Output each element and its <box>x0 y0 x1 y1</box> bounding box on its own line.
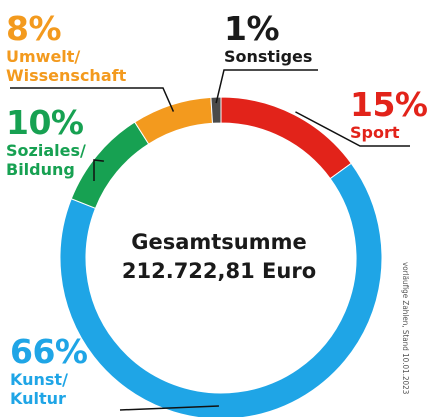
label-umwelt: 8% Umwelt/ Wissenschaft <box>6 12 126 85</box>
soziales-name-line1: Soziales/ <box>6 141 86 160</box>
footnote: vorläufige Zahlen, Stand 10.01.2023 <box>401 262 410 395</box>
leader-line-kunst <box>119 405 219 411</box>
slices-group <box>59 96 383 417</box>
kunst-percent: 66% <box>10 332 88 371</box>
leader-line-umwelt <box>10 87 175 112</box>
leader-lines-group <box>10 69 410 411</box>
umwelt-percent: 8% <box>6 9 62 48</box>
center-title: Gesamtsumme <box>131 230 307 254</box>
soziales-name-line2: Bildung <box>6 160 75 179</box>
center-amount: 212.722,81 Euro <box>121 259 317 283</box>
sonstiges-name: Sonstiges <box>224 47 313 66</box>
sport-name: Sport <box>350 123 400 142</box>
slice-umwelt <box>134 96 214 145</box>
soziales-percent: 10% <box>6 103 84 142</box>
kunst-name-line2: Kultur <box>10 389 66 408</box>
slice-sonstiges <box>210 96 222 124</box>
kunst-name-line1: Kunst/ <box>10 370 68 389</box>
leader-line-soziales <box>93 159 104 181</box>
umwelt-name-line1: Umwelt/ <box>6 47 81 66</box>
slice-kunst <box>59 162 383 417</box>
label-sport: 15% Sport <box>350 88 428 142</box>
leader-line-sport <box>295 111 410 147</box>
umwelt-name-line2: Wissenschaft <box>6 66 127 85</box>
sport-percent: 15% <box>350 85 428 124</box>
label-sonstiges: 1% Sonstiges <box>224 12 312 66</box>
slice-sport <box>220 96 352 180</box>
leader-line-sonstiges <box>215 69 318 104</box>
sonstiges-percent: 1% <box>224 9 280 48</box>
label-soziales: 10% Soziales/ Bildung <box>6 106 86 179</box>
center-total: Gesamtsumme 212.722,81 Euro <box>108 228 330 286</box>
label-kunst: 66% Kunst/ Kultur <box>10 335 88 408</box>
